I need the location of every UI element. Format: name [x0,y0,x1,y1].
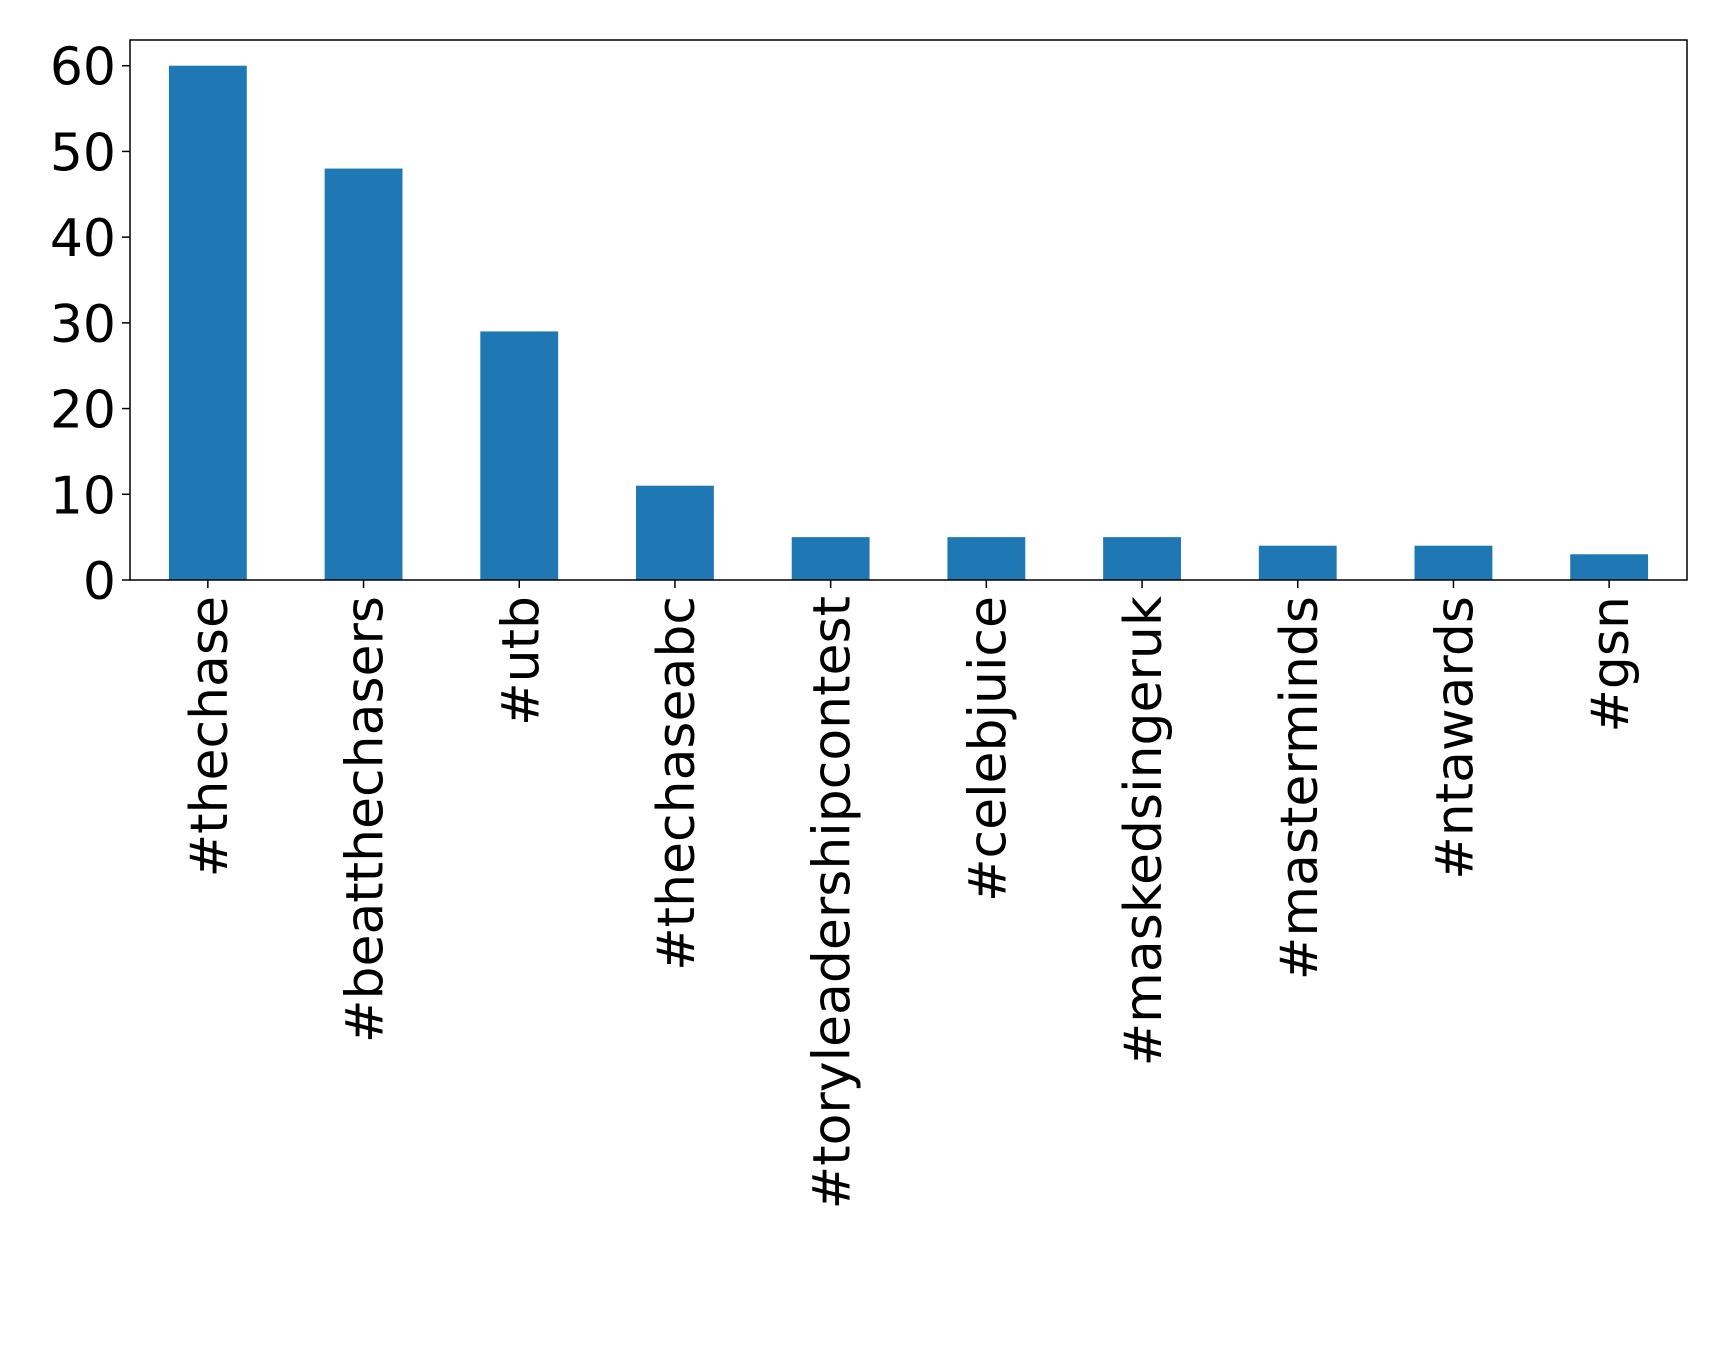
x-tick-label: #gsn [1581,596,1641,733]
bar [1570,554,1649,580]
bar [636,485,714,580]
x-tick-label: #masterminds [1270,596,1330,980]
y-tick-label: 60 [50,38,116,98]
x-tick-label: #thechase [180,596,240,877]
x-tick-label: #celebjuice [958,596,1018,902]
x-tick-label: #beatthechasers [336,596,396,1043]
bar [947,537,1026,580]
x-tick-label: #thechaseabc [647,596,707,971]
x-tick-label: #maskedsingeruk [1114,596,1174,1066]
bar [480,331,559,580]
x-tick-label: #toryleadershipcontest [803,596,863,1209]
bar [1103,537,1181,580]
bar [168,65,247,580]
bar [1258,545,1337,580]
plot-frame [129,39,1688,581]
y-tick-label: 40 [50,209,116,269]
bar [1414,545,1493,580]
x-tick-label: #utb [491,596,551,726]
bar [324,168,403,581]
y-tick-label: 0 [83,552,116,612]
y-tick-label: 30 [50,295,116,355]
bar [791,537,870,580]
x-tick-label: #ntawards [1425,596,1485,880]
y-tick-label: 50 [50,123,116,183]
y-tick-label: 10 [50,466,116,526]
y-tick-label: 20 [50,381,116,441]
